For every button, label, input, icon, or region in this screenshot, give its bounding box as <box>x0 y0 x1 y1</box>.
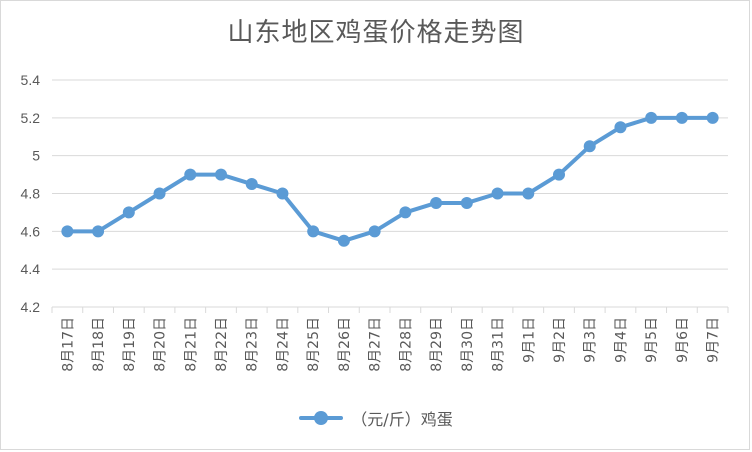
legend-label: （元/斤）鸡蛋 <box>351 410 453 429</box>
x-tick-label: 9月1日 <box>521 317 537 363</box>
x-tick-label: 8月23日 <box>245 317 261 372</box>
x-tick-label: 8月26日 <box>337 317 353 372</box>
y-tick-label: 5.4 <box>21 72 41 88</box>
data-point <box>583 140 596 153</box>
x-tick-label: 9月6日 <box>675 317 691 363</box>
data-point <box>245 178 258 191</box>
x-tick-label: 9月3日 <box>583 317 599 363</box>
y-tick-label: 4.4 <box>21 261 41 277</box>
data-point <box>553 168 565 181</box>
x-tick-label: 8月22日 <box>214 317 230 372</box>
legend-line-marker-icon <box>299 410 344 426</box>
data-point <box>122 206 135 219</box>
y-tick-label: 4.2 <box>21 299 41 315</box>
data-point <box>522 187 535 200</box>
x-tick-label: 8月20日 <box>153 317 169 372</box>
y-tick-label: 4.6 <box>21 223 41 239</box>
chart-title: 山东地区鸡蛋价格走势图 <box>227 18 525 48</box>
legend: （元/斤）鸡蛋 <box>0 406 752 430</box>
data-point <box>153 187 166 200</box>
x-tick-label: 9月5日 <box>644 317 660 363</box>
y-tick-label: 4.8 <box>21 186 41 202</box>
data-point <box>460 196 473 209</box>
x-tick-label: 9月2日 <box>552 317 568 363</box>
data-point <box>276 187 289 200</box>
x-tick-label: 8月21日 <box>183 317 199 372</box>
x-tick-label: 9月4日 <box>613 317 629 363</box>
data-point <box>61 225 74 238</box>
series-line <box>65 115 715 243</box>
x-tick-label: 9月7日 <box>706 317 722 363</box>
x-tick-label: 8月28日 <box>398 317 414 372</box>
y-tick-label: 5.2 <box>21 110 41 126</box>
data-point <box>706 111 719 124</box>
data-point <box>675 111 688 124</box>
data-point <box>307 225 320 238</box>
series-layer <box>61 111 719 247</box>
x-tick-label: 8月30日 <box>460 317 476 372</box>
x-tick-labels: 8月17日 8月18日 8月19日 8月20日 8月21日 8月22日 8月23日 8月24日… <box>60 317 721 372</box>
data-point <box>337 234 350 247</box>
x-tick-label: 8月19日 <box>122 317 138 372</box>
data-point <box>645 111 658 124</box>
data-point <box>614 121 627 134</box>
data-point <box>215 168 227 181</box>
x-tick-label: 8月18日 <box>91 317 107 372</box>
x-tick-label: 8月31日 <box>491 317 507 372</box>
data-point <box>184 168 197 181</box>
x-tick-label: 8月29日 <box>429 317 445 372</box>
data-point <box>491 187 504 200</box>
y-tick-labels: 4.2 4.4 4.6 4.8 5 5.2 5.4 <box>21 72 41 315</box>
data-point <box>430 196 443 209</box>
y-tick-label: 5 <box>32 148 40 164</box>
data-point <box>92 225 105 238</box>
grid-layer <box>51 79 729 313</box>
data-point <box>399 206 412 219</box>
data-point <box>368 225 381 238</box>
x-tick-label: 8月25日 <box>306 317 322 372</box>
x-tick-label: 8月24日 <box>275 317 291 372</box>
x-tick-label: 8月27日 <box>368 317 384 372</box>
x-tick-label: 8月17日 <box>60 317 76 372</box>
